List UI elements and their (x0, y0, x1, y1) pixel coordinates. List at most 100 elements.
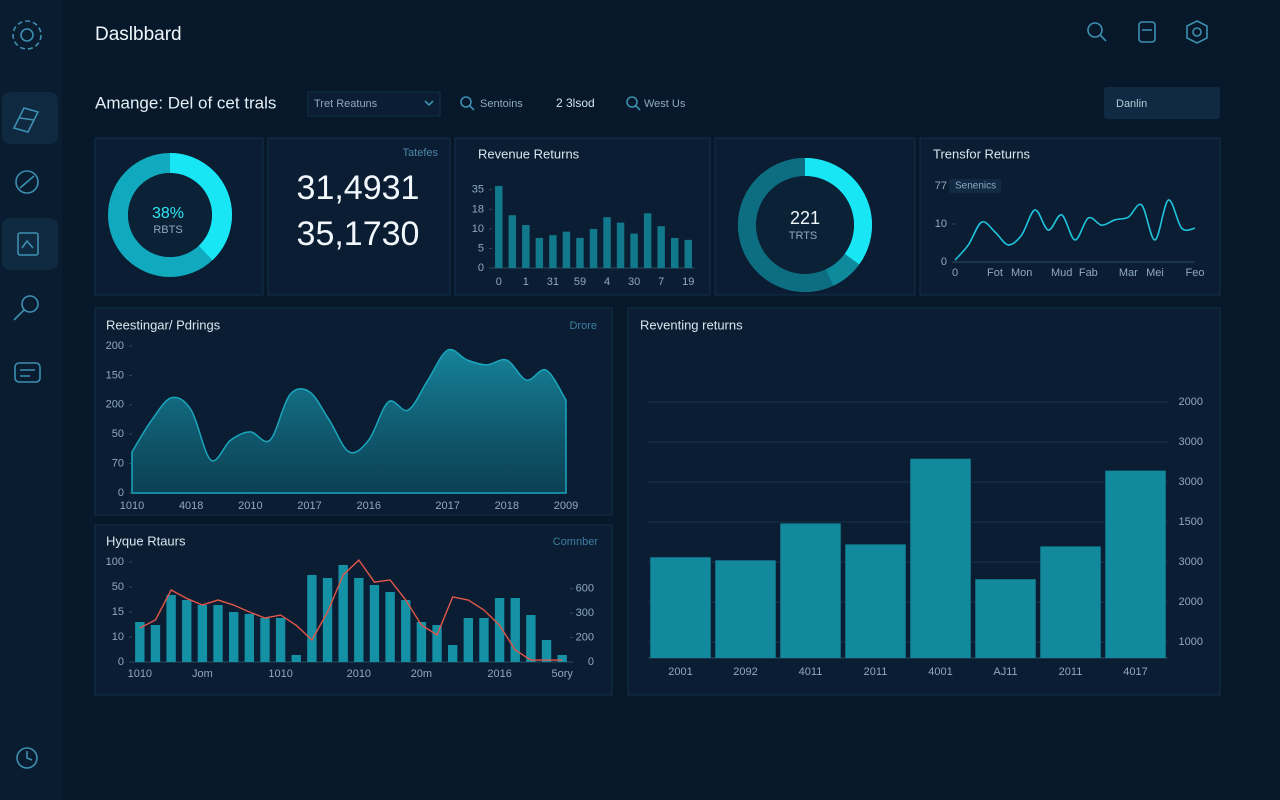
x-tick-label: 1010 (268, 668, 292, 680)
y-tick-label: 2000 (1179, 596, 1203, 608)
nav-icon[interactable] (13, 295, 39, 321)
bar (510, 598, 520, 662)
bar (557, 655, 567, 662)
y-tick-label: 10 (472, 223, 484, 235)
bar (322, 578, 333, 662)
bar (291, 655, 301, 662)
nav-highlight (2, 92, 58, 144)
donut-segment (169, 153, 232, 261)
bar (495, 185, 503, 268)
bar (182, 600, 192, 662)
y-tick-label: 0 (118, 656, 124, 668)
bar (150, 625, 161, 662)
bar (630, 233, 638, 268)
x-tick-label: 2017 (297, 500, 321, 512)
x-tick-label: 19 (682, 276, 694, 288)
donut-label: RBTS (153, 224, 182, 236)
search-field[interactable]: Sentoins (480, 98, 523, 110)
bar (562, 231, 571, 268)
chart-note: Comnber (553, 536, 599, 548)
y2-tick-label: 0 (588, 656, 594, 668)
chart-title: Reestingar/ Pdrings (106, 317, 221, 332)
result-count: 2 3lsod (556, 96, 595, 110)
kpi-label: Tatefes (403, 147, 439, 159)
nav-icon[interactable] (16, 747, 38, 769)
bar (354, 578, 364, 662)
filter-dropdown[interactable] (307, 91, 441, 117)
donut-segment (804, 158, 872, 265)
x-tick-label: 2001 (668, 666, 692, 678)
search-icon[interactable] (1087, 22, 1107, 42)
y-tick-label: 3000 (1179, 556, 1203, 568)
bar (508, 215, 517, 268)
bar (416, 622, 427, 662)
bar (589, 228, 598, 268)
bar (369, 585, 380, 662)
x-tick-label: Jom (192, 668, 213, 680)
y-tick-label: 50 (112, 428, 124, 440)
bar (401, 600, 411, 662)
y-tick-label: 2000 (1179, 396, 1203, 408)
bar (244, 614, 255, 662)
y-tick-label: 0 (478, 262, 484, 274)
area (131, 348, 567, 494)
chart-title: Trensfor Returns (933, 146, 1031, 161)
bar (260, 618, 270, 662)
x-tick-label: 1010 (120, 500, 144, 512)
donut-value: 38% (152, 205, 184, 222)
x-tick-label: 2018 (495, 500, 519, 512)
x-tick-label: Mud (1051, 267, 1072, 279)
action-button[interactable] (1104, 87, 1220, 119)
x-tick-label: 0 (952, 267, 958, 279)
y-tick-label: 1500 (1179, 516, 1203, 528)
x-tick-label: 2011 (864, 666, 888, 678)
x-tick-label: 4001 (928, 666, 952, 678)
nav-icon[interactable] (17, 232, 39, 256)
bar (1105, 470, 1166, 658)
x-tick-label: 2009 (554, 500, 578, 512)
x-tick-label: Feo (1186, 267, 1205, 279)
db-icon[interactable] (1138, 21, 1156, 43)
y2-tick-label: 200 (576, 631, 594, 643)
bar (307, 575, 317, 662)
kpi-value: 35,1730 (297, 215, 420, 253)
y-tick-label: 5 (478, 242, 484, 254)
y-tick-label: 70 (112, 458, 124, 470)
bar (650, 557, 711, 658)
bar (135, 622, 145, 662)
x-tick-label: 4 (604, 276, 610, 288)
x-tick-label: Mon (1011, 267, 1032, 279)
x-tick-label: 2092 (733, 666, 757, 678)
x-tick-label: 1010 (128, 668, 152, 680)
x-tick-label: 2016 (356, 500, 380, 512)
panel (454, 137, 711, 296)
search-icon (460, 96, 475, 111)
x-tick-label: 4017 (1123, 666, 1147, 678)
nav-icon[interactable] (15, 170, 39, 194)
x-tick-label: 20m (411, 668, 432, 680)
x-tick-label: Fot (987, 267, 1003, 279)
bar (338, 565, 348, 662)
nav-icon[interactable] (12, 107, 40, 133)
bar (845, 544, 906, 658)
donut-segment (738, 158, 834, 292)
y2-tick-label: 600 (576, 583, 594, 595)
dropdown-chevron (424, 100, 434, 107)
y-tick-label: 15 (112, 606, 124, 618)
y-tick-label: 3000 (1179, 436, 1203, 448)
bar (541, 640, 552, 662)
legend-box (949, 179, 1001, 193)
nav-icon[interactable] (14, 362, 41, 383)
settings-icon[interactable] (1186, 20, 1208, 44)
bar (385, 592, 395, 662)
bar (780, 523, 841, 658)
x-tick-label: 4011 (799, 666, 823, 678)
bar (549, 235, 557, 268)
bar (166, 595, 176, 662)
panel (919, 137, 1221, 296)
x-tick-label: 30 (628, 276, 640, 288)
region-field[interactable]: West Us (644, 98, 686, 110)
bar (479, 618, 489, 662)
bar (522, 225, 530, 268)
y-tick-label: 200 (106, 340, 124, 352)
